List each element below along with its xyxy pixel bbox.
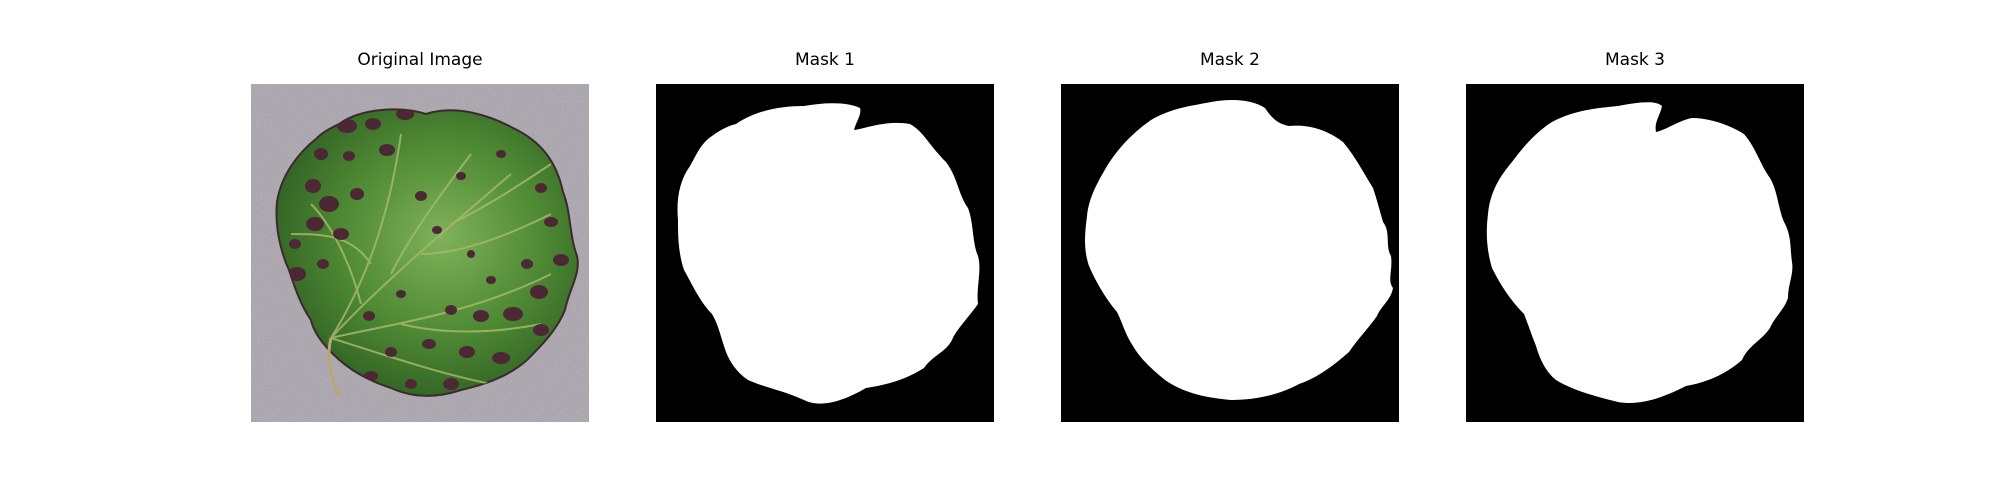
mask-image	[1466, 84, 1804, 422]
panel-title: Mask 2	[1199, 50, 1260, 70]
leaf-lesions	[288, 109, 569, 390]
panel-title: Original Image	[357, 50, 483, 70]
leaf-stem	[327, 337, 341, 397]
leaf-shape	[275, 108, 579, 397]
mask-image	[1061, 84, 1399, 422]
mask-region	[1486, 102, 1793, 404]
panel-title: Mask 1	[794, 50, 855, 70]
leaf-veins	[290, 133, 552, 385]
mask-region	[1085, 100, 1393, 400]
mask-region	[677, 103, 980, 404]
mask-image	[656, 84, 994, 422]
panel-title: Mask 3	[1604, 50, 1665, 70]
leaf-photo	[251, 84, 589, 422]
